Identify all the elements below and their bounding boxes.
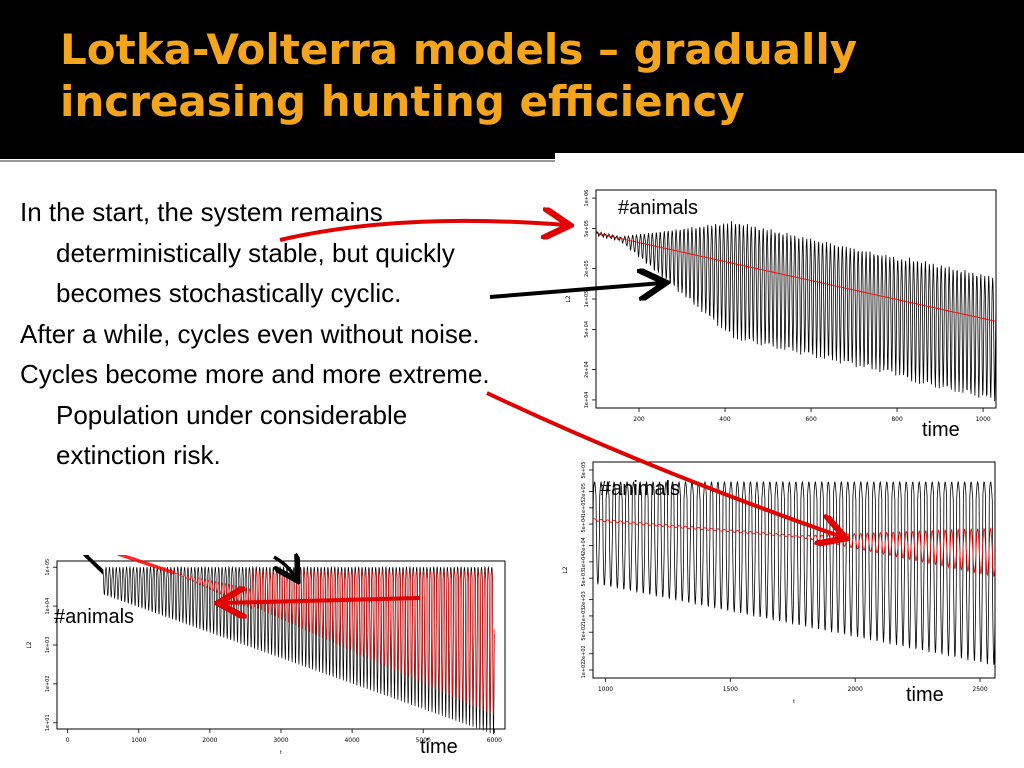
- y-tick-label: 2e+04: [584, 361, 590, 378]
- time-label-3: time: [420, 736, 458, 758]
- y-tick-label: 1e+01: [45, 714, 51, 731]
- x-tick-label: 200: [633, 416, 645, 423]
- plot-middle-right: 1000 1500 2000 25001e+022e+025e+021e+032e+0…: [553, 457, 998, 707]
- y-tick-label: 1e+04: [584, 392, 590, 409]
- y-tick-label: 5e+04: [584, 321, 590, 338]
- x-tick-label: 600: [805, 416, 817, 423]
- y-tick-label: 1e+04: [45, 598, 51, 615]
- x-axis-label: t: [793, 699, 795, 705]
- y-tick-label: 1e+05: [584, 291, 590, 308]
- y-axis-label: L2: [26, 641, 33, 648]
- bullet-1: In the start, the system remains determi…: [20, 197, 455, 308]
- x-tick-label: 1500: [723, 686, 738, 693]
- y-tick-label: 2e+04: [581, 537, 587, 554]
- y-tick-label: 1e+04: [581, 553, 587, 570]
- x-tick-label: 1000: [131, 737, 146, 744]
- y-tick-label: 2e+02: [581, 645, 587, 662]
- x-tick-label: 1000: [598, 686, 613, 693]
- body-text: In the start, the system remains determi…: [20, 192, 500, 476]
- y-axis-label: L2: [562, 566, 569, 573]
- animals-label-3: #animals: [54, 606, 135, 628]
- y-tick-label: 5e+05: [584, 220, 590, 237]
- x-tick-label: 800: [891, 416, 903, 423]
- title-underline-shadow: [0, 160, 555, 162]
- y-tick-label: 2e+05: [581, 483, 587, 500]
- y-tick-label: 5e+02: [581, 624, 587, 641]
- arrow-black-stochastic: [489, 283, 662, 297]
- series-population: [592, 480, 996, 665]
- time-label-2: time: [906, 684, 944, 706]
- slide-title: Lotka-Volterra models – gradually increa…: [60, 25, 858, 126]
- y-axis-label: L2: [565, 295, 572, 302]
- animals-label-1: #animals: [618, 197, 699, 219]
- x-tick-label: 6000: [487, 737, 502, 744]
- bullet-3: Cycles become more and more extreme. Pop…: [20, 359, 490, 470]
- plot-top-right: 200 400 600 800 1000 1e+04 2e+04 5e+04 1e+05 2e+0…: [560, 183, 1000, 423]
- arrow-red-stable: [279, 221, 566, 242]
- arrow-red-deterministic-cycles: [486, 391, 842, 537]
- y-tick-label: 1e+02: [581, 662, 587, 679]
- x-tick-label: 400: [719, 416, 731, 423]
- x-axis-label: t: [280, 750, 282, 756]
- y-tick-label: 2e+05: [584, 260, 590, 277]
- title-bar: [0, 0, 1024, 153]
- x-tick-label: 0: [66, 737, 70, 744]
- arrow-black-extreme: [274, 557, 296, 578]
- y-tick-label: 1e+03: [45, 637, 51, 654]
- x-tick-label: 2500: [972, 686, 987, 693]
- y-tick-label: 1e+05: [45, 559, 51, 576]
- title-underline: [0, 153, 555, 159]
- y-tick-label: 2e+03: [581, 591, 587, 608]
- y-tick-label: 5e+05: [581, 462, 587, 479]
- x-tick-label: 4000: [344, 737, 359, 744]
- y-tick-label: 5e+04: [581, 516, 587, 533]
- y-tick-label: 1e+05: [581, 499, 587, 516]
- x-tick-label: 1000: [975, 416, 990, 423]
- y-tick-label: 1e+06: [584, 190, 590, 207]
- series-trend: [595, 232, 997, 322]
- plot-bottom-left: 0 1000 2000 3000 4000 5000 6000 1e+01 1e+02 1e+03…: [5, 555, 510, 765]
- x-tick-label: 3000: [273, 737, 288, 744]
- y-tick-label: 5e+03: [581, 570, 587, 587]
- x-tick-label: 2000: [202, 737, 217, 744]
- animals-label-2: #animals: [600, 478, 681, 500]
- arrow-red-trend: [222, 598, 421, 603]
- x-tick-label: 2000: [848, 686, 863, 693]
- bullet-2: After a while, cycles even without noise…: [20, 318, 480, 349]
- series-trend: [592, 518, 996, 578]
- time-label-1: time: [922, 419, 960, 441]
- y-tick-label: 1e+02: [45, 675, 51, 692]
- y-tick-label: 1e+03: [581, 608, 587, 625]
- x-tick-label: 5000: [416, 737, 431, 744]
